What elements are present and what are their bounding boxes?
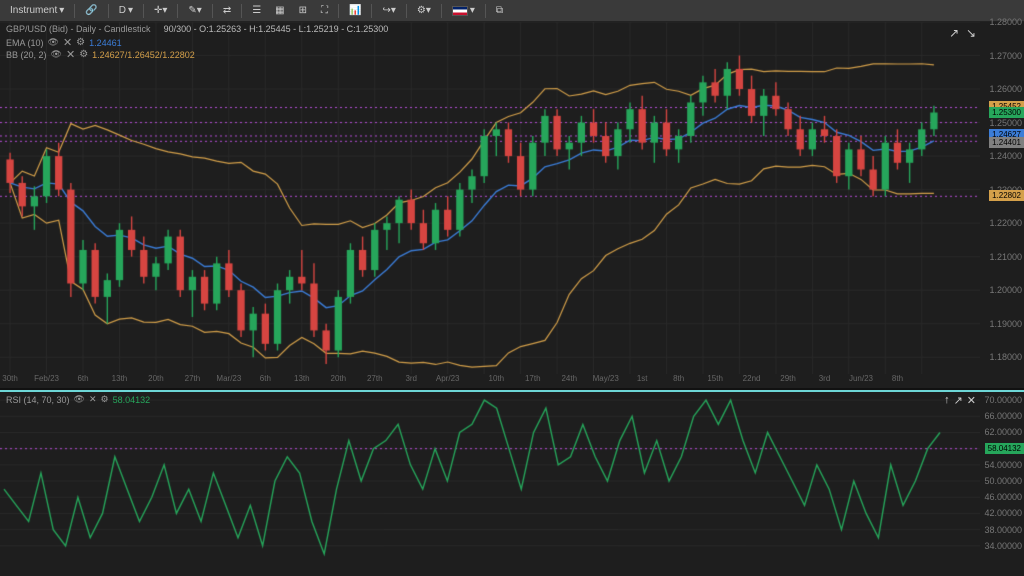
expand-icon[interactable]: ⛶ xyxy=(315,3,334,18)
bb-info: BB (20, 2) 👁 ✕ ⚙ 1.24627/1.26452/1.22802 xyxy=(6,48,195,61)
close-icon[interactable]: ✕ xyxy=(89,394,97,405)
rsi-info: RSI (14, 70, 30) 👁 ✕ ⚙ 58.04132 xyxy=(6,394,150,405)
indicators-icon[interactable]: 📊 xyxy=(343,3,367,18)
shuffle-icon[interactable]: ⇄ xyxy=(217,3,237,18)
rsi-y-axis: 34.0000038.0000042.0000046.0000050.00000… xyxy=(980,392,1024,562)
link-icon[interactable]: 🔗 xyxy=(79,3,103,18)
close-icon[interactable]: ✕ xyxy=(967,394,976,407)
price-canvas xyxy=(0,22,980,374)
grid-icon[interactable]: ▦ xyxy=(269,3,290,18)
symbol-info: GBP/USD (Bid) - Daily - Candlestick 90/3… xyxy=(6,24,388,34)
price-y-axis: 1.180001.190001.200001.210001.220001.230… xyxy=(980,22,1024,374)
chart-controls: ↗ ↘ xyxy=(945,26,976,40)
share-icon[interactable]: ↪▾ xyxy=(376,3,401,18)
rsi-canvas xyxy=(0,392,980,562)
chevron-down-icon: ▾ xyxy=(59,5,64,16)
timeframe-dropdown[interactable]: D ▾ xyxy=(113,3,139,18)
eye-icon[interactable]: 👁 xyxy=(51,49,62,60)
draw-tool-icon[interactable]: ✎▾ xyxy=(182,3,207,18)
rsi-controls: ↑ ↗ ✕ xyxy=(944,394,976,407)
popout-icon[interactable]: ⧉ xyxy=(490,3,509,18)
move-icon[interactable]: ↗ xyxy=(949,26,959,40)
price-x-axis: 30thFeb/236th13th20th27thMar/236th13th20… xyxy=(0,374,980,388)
close-icon[interactable]: ✕ xyxy=(66,48,75,61)
eye-icon[interactable]: 👁 xyxy=(74,394,85,405)
gear-icon[interactable]: ⚙ xyxy=(76,37,85,48)
list-icon[interactable]: ☰ xyxy=(246,3,267,18)
rsi-chart[interactable]: RSI (14, 70, 30) 👁 ✕ ⚙ 58.04132 ↑ ↗ ✕ 34… xyxy=(0,390,1024,576)
price-chart[interactable]: GBP/USD (Bid) - Daily - Candlestick 90/3… xyxy=(0,22,1024,388)
gear-icon[interactable]: ⚙ xyxy=(79,49,88,60)
move-icon[interactable]: ↗ xyxy=(954,394,963,407)
up-icon[interactable]: ↑ xyxy=(944,394,950,407)
settings-icon[interactable]: ⚙▾ xyxy=(411,3,437,18)
gear-icon[interactable]: ⚙ xyxy=(101,394,109,405)
toolbar: Instrument ▾ 🔗 D ▾ ✛▾ ✎▾ ⇄ ☰ ▦ ⊞ ⛶ 📊 ↪▾ … xyxy=(0,0,1024,22)
layout-icon[interactable]: ⊞ xyxy=(293,3,313,18)
crosshair-icon[interactable]: ✛▾ xyxy=(148,3,173,18)
rsi-x-axis xyxy=(0,562,980,576)
instrument-dropdown[interactable]: Instrument ▾ xyxy=(4,3,70,18)
language-flag[interactable]: ▾ xyxy=(446,3,481,18)
arrow-icon[interactable]: ↘ xyxy=(966,26,976,40)
eye-icon[interactable]: 👁 xyxy=(48,37,59,48)
